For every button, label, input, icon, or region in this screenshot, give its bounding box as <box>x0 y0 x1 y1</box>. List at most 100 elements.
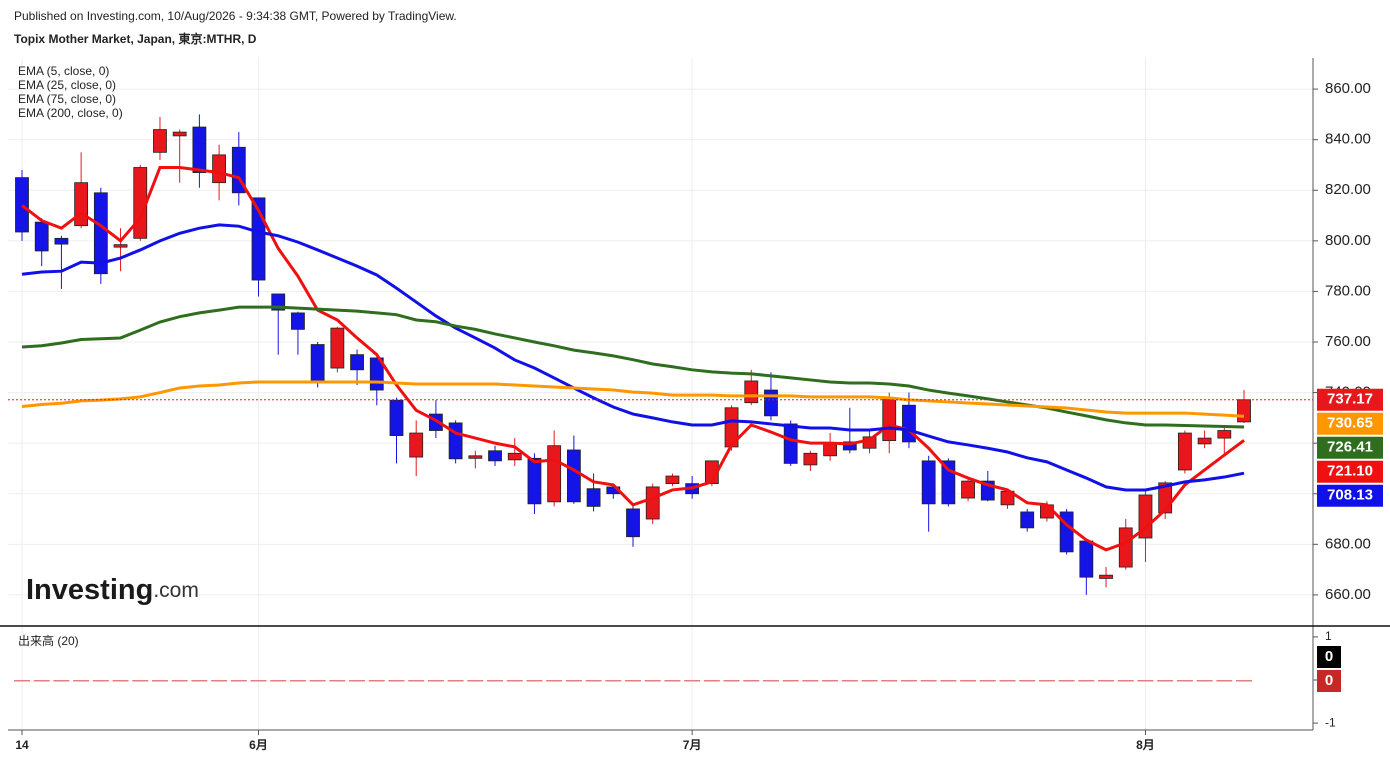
candle-body <box>823 443 838 457</box>
price-tag-label: 0 <box>1325 672 1333 689</box>
candle-body <box>172 131 187 137</box>
ema-line <box>21 380 1245 418</box>
volume-bar <box>841 680 858 682</box>
volume-bar <box>1058 680 1075 682</box>
volume-bar <box>1019 680 1036 682</box>
volume-bar <box>230 680 247 682</box>
volume-bar <box>132 680 149 682</box>
volume-bar <box>151 680 168 682</box>
candle-body <box>764 389 778 417</box>
price-tag <box>1317 484 1383 507</box>
volume-bar <box>1216 680 1233 682</box>
candle-body <box>488 450 502 462</box>
candle-body <box>1138 494 1153 539</box>
volume-bar <box>546 680 563 682</box>
y-tick-label: 660.00 <box>1325 586 1371 603</box>
volume-bar <box>427 680 444 682</box>
y-tick-label: 780.00 <box>1325 282 1371 299</box>
candle-body <box>153 129 167 153</box>
volume-bar <box>684 680 701 682</box>
candle-body <box>626 508 640 538</box>
y-tick-label: 840.00 <box>1325 131 1371 148</box>
candle-body <box>212 154 227 184</box>
volume-bar <box>920 680 937 682</box>
candle-body <box>468 455 483 459</box>
candle-body <box>941 460 956 505</box>
price-tag-label: 737.17 <box>1327 391 1373 408</box>
volume-bar <box>585 680 602 682</box>
legend-entry: EMA (200, close, 0) <box>18 106 123 120</box>
candle-body <box>448 422 463 460</box>
volume-bar <box>92 680 109 682</box>
candle-body <box>961 480 975 499</box>
price-tag <box>1317 670 1341 692</box>
volume-bar <box>388 680 405 682</box>
candle-body <box>586 488 601 507</box>
candle-body <box>547 445 562 503</box>
y-tick-label: 760.00 <box>1325 333 1371 350</box>
volume-bar <box>782 680 799 682</box>
candle-body <box>527 457 542 505</box>
candle-body <box>93 192 108 275</box>
volume-bar <box>329 680 346 682</box>
volume-bar <box>53 680 70 682</box>
y-tick-label: -1 <box>1325 715 1336 729</box>
y-tick-label: 680.00 <box>1325 535 1371 552</box>
volume-bar <box>743 680 760 682</box>
volume-bar <box>211 680 228 682</box>
price-tag-label: 0 <box>1325 648 1333 665</box>
volume-bar <box>1117 680 1134 682</box>
candle-body <box>842 441 857 451</box>
volume-bar <box>191 680 208 682</box>
volume-bar <box>802 680 819 682</box>
volume-bar <box>408 680 425 682</box>
candle-body <box>1217 430 1232 439</box>
candle-body <box>744 380 759 404</box>
candle-body <box>566 449 581 503</box>
candle-body <box>1118 527 1133 568</box>
candle-body <box>1099 574 1113 579</box>
published-note: Published on Investing.com, 10/Aug/2026 … <box>14 9 457 23</box>
volume-bar <box>309 680 326 682</box>
candle-body <box>310 344 325 383</box>
ema-line <box>21 166 1245 552</box>
price-tag <box>1317 460 1383 483</box>
plot: 146月7月8月660.00680.00700.00720.00740.0076… <box>0 58 1390 752</box>
volume-bar <box>565 680 582 682</box>
candle-body <box>783 423 798 464</box>
watermark: Investing.com <box>26 574 199 606</box>
candle-body <box>350 354 364 371</box>
candle-body <box>645 486 660 520</box>
price-tag-label: 708.13 <box>1327 487 1373 504</box>
volume-bar <box>289 680 306 682</box>
candle-body <box>882 398 897 442</box>
candle-body <box>113 244 128 248</box>
volume-bar <box>1196 680 1213 682</box>
volume-bar <box>487 680 504 682</box>
volume-bar <box>940 680 957 682</box>
volume-bar <box>171 680 188 682</box>
volume-bar <box>900 680 917 682</box>
candle-body <box>34 221 49 252</box>
volume-bar <box>368 680 385 682</box>
volume-bar <box>250 680 267 682</box>
candle-body <box>1237 399 1251 423</box>
candle-body <box>1177 432 1192 471</box>
price-tag <box>1317 412 1383 435</box>
candle-body <box>389 399 404 436</box>
volume-bar <box>112 680 129 682</box>
watermark-suffix: .com <box>153 579 199 602</box>
volume-bar <box>1137 680 1154 682</box>
volume-bar <box>703 680 720 682</box>
candle-body <box>1059 511 1074 553</box>
volume-bar <box>664 680 681 682</box>
volume-bar <box>1098 680 1115 682</box>
candle-body <box>1020 511 1035 529</box>
candle-body <box>74 182 89 227</box>
price-tag-label: 721.10 <box>1327 463 1373 480</box>
candle-body <box>803 452 818 466</box>
volume-bar <box>73 680 90 682</box>
x-tick-label: 8月 <box>1136 738 1155 752</box>
candle-body <box>507 452 522 461</box>
